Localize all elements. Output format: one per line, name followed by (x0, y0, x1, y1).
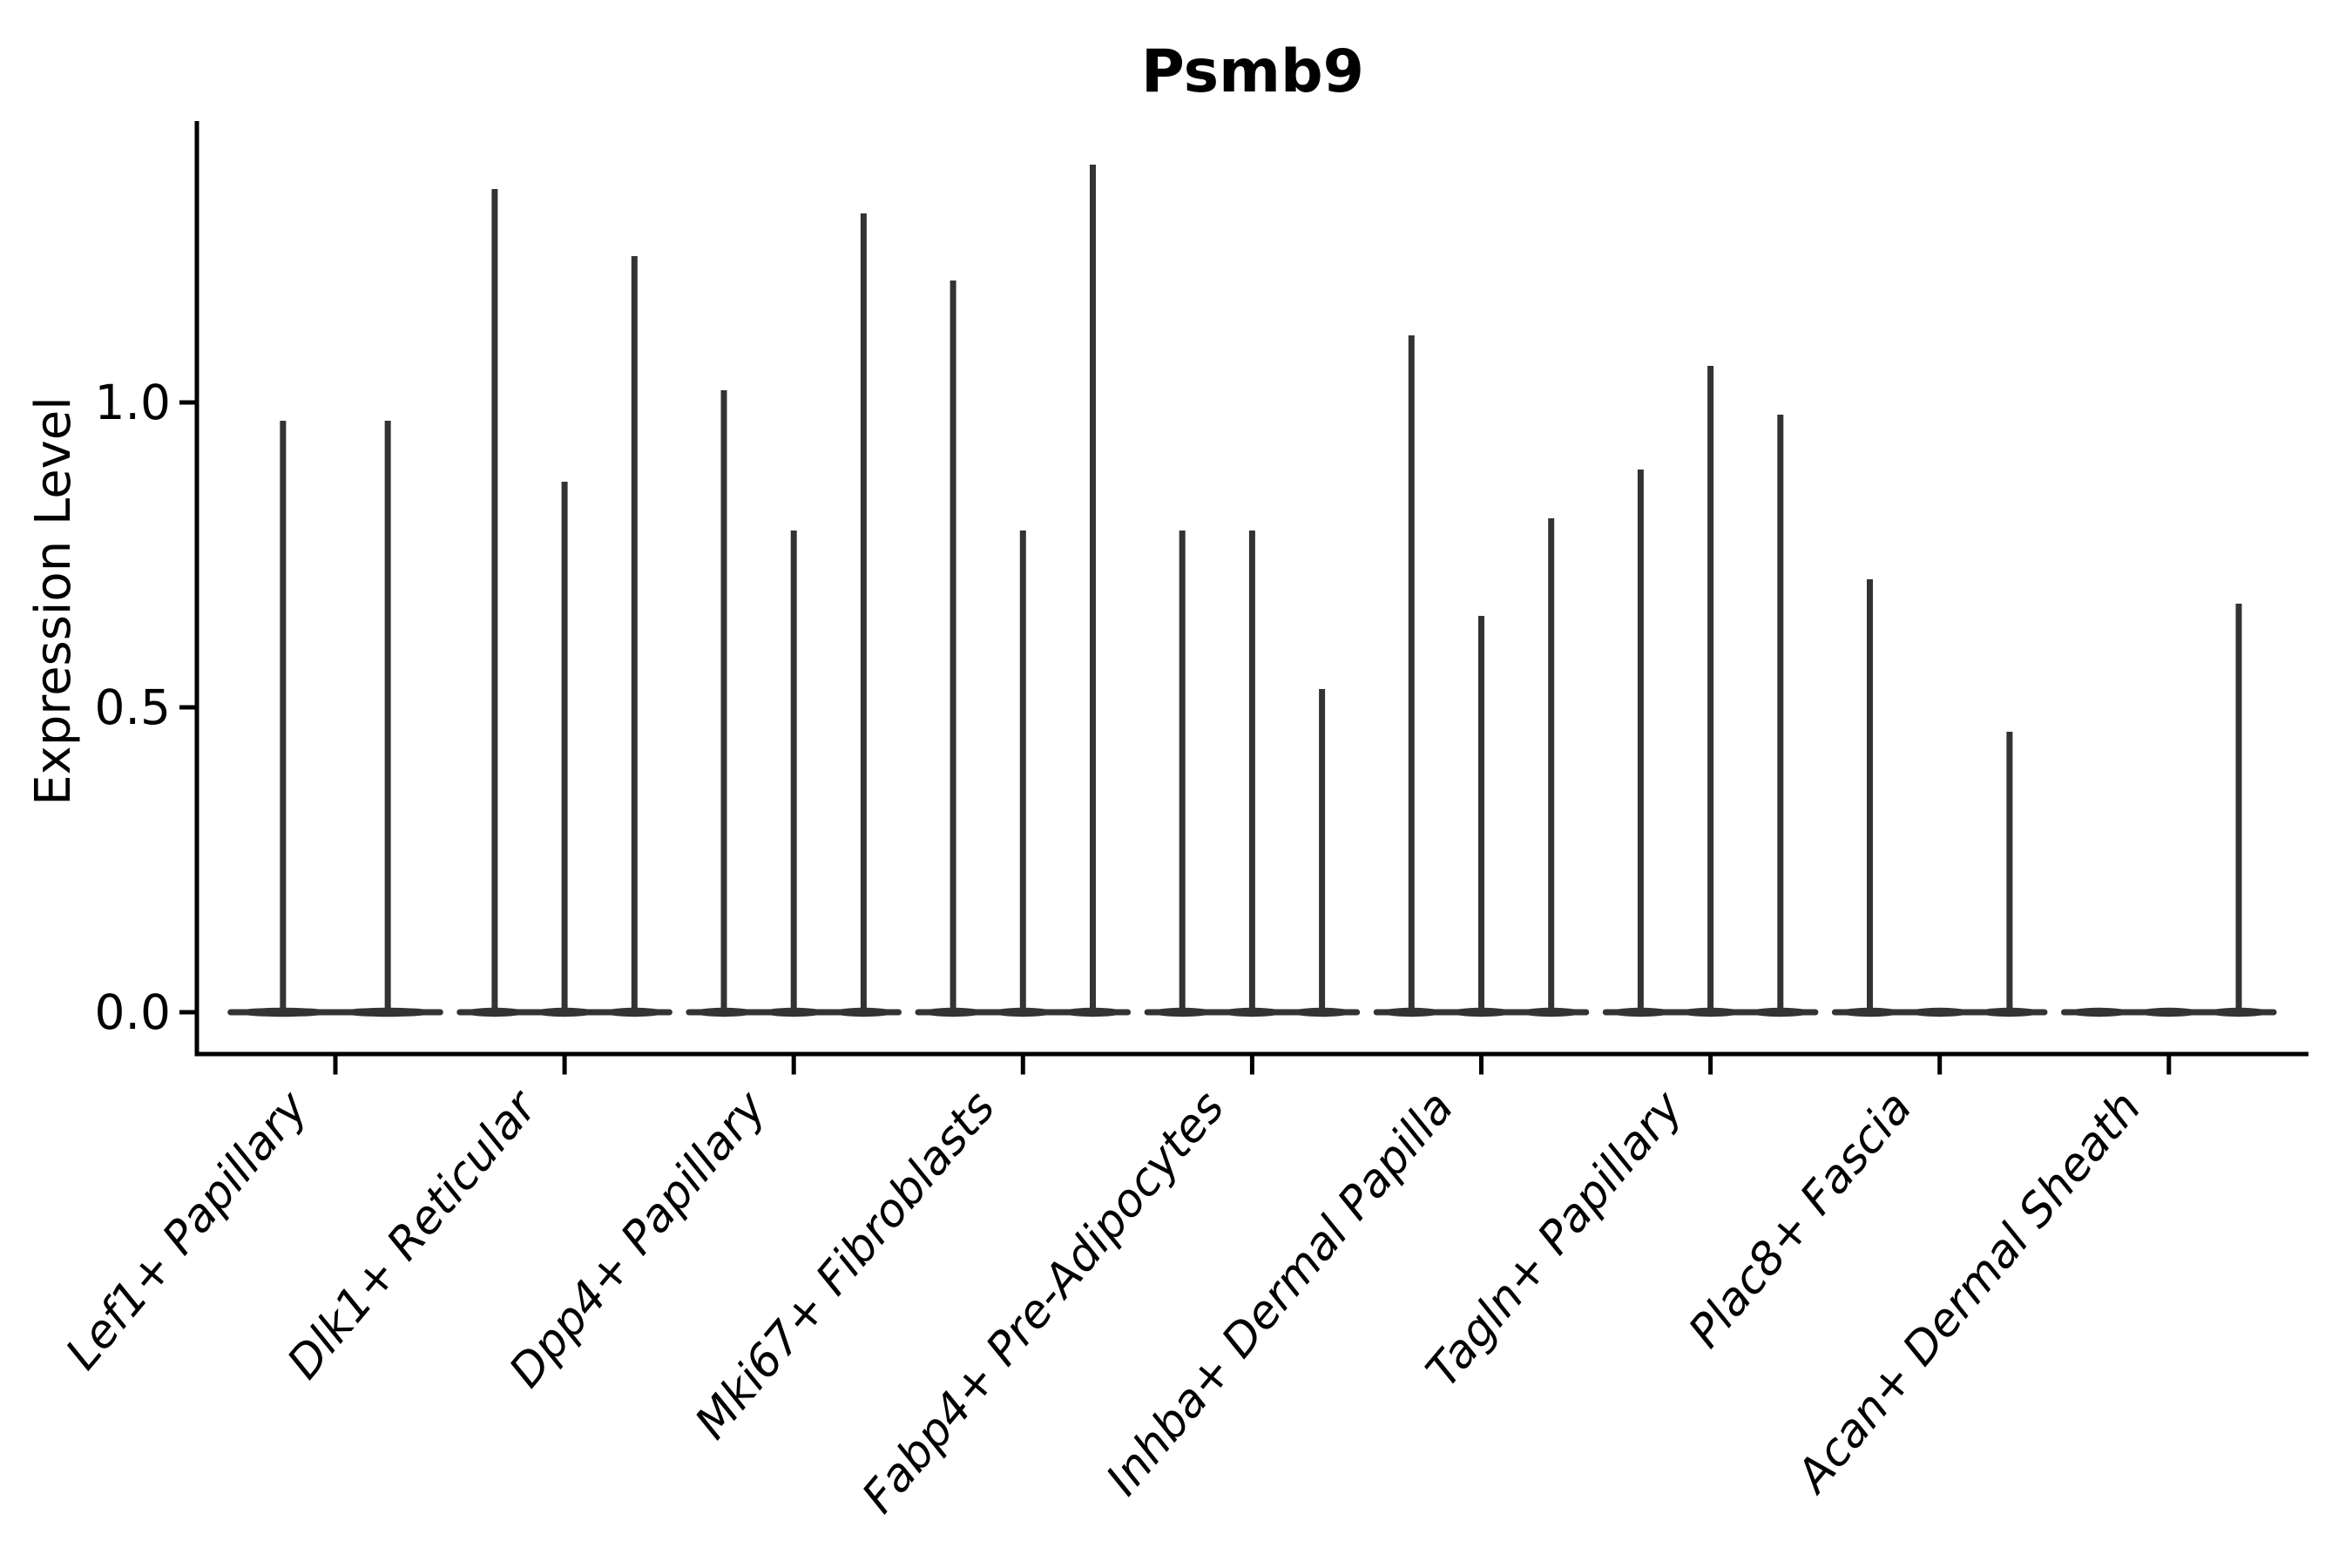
y-tick-label: 1.0 (95, 375, 171, 430)
x-category-label: Tagln+ Papillary (1416, 1081, 1693, 1397)
y-axis-label: Expression Level (25, 396, 82, 806)
y-tick-label: 0.0 (95, 984, 171, 1040)
x-category-label: Plac8+ Fascia (1679, 1082, 1922, 1358)
violin-body (2137, 1007, 2200, 1017)
x-category-label: Dlk1+ Reticular (278, 1079, 550, 1389)
violin-body (2067, 1007, 2131, 1017)
violin-body (1908, 1007, 1971, 1017)
chart-title: Psmb9 (1141, 37, 1364, 106)
x-category-label: Dpp4+ Papillary (499, 1081, 777, 1397)
x-category-label: Lef1+ Papillary (56, 1081, 318, 1380)
y-tick-label: 0.5 (95, 679, 171, 735)
